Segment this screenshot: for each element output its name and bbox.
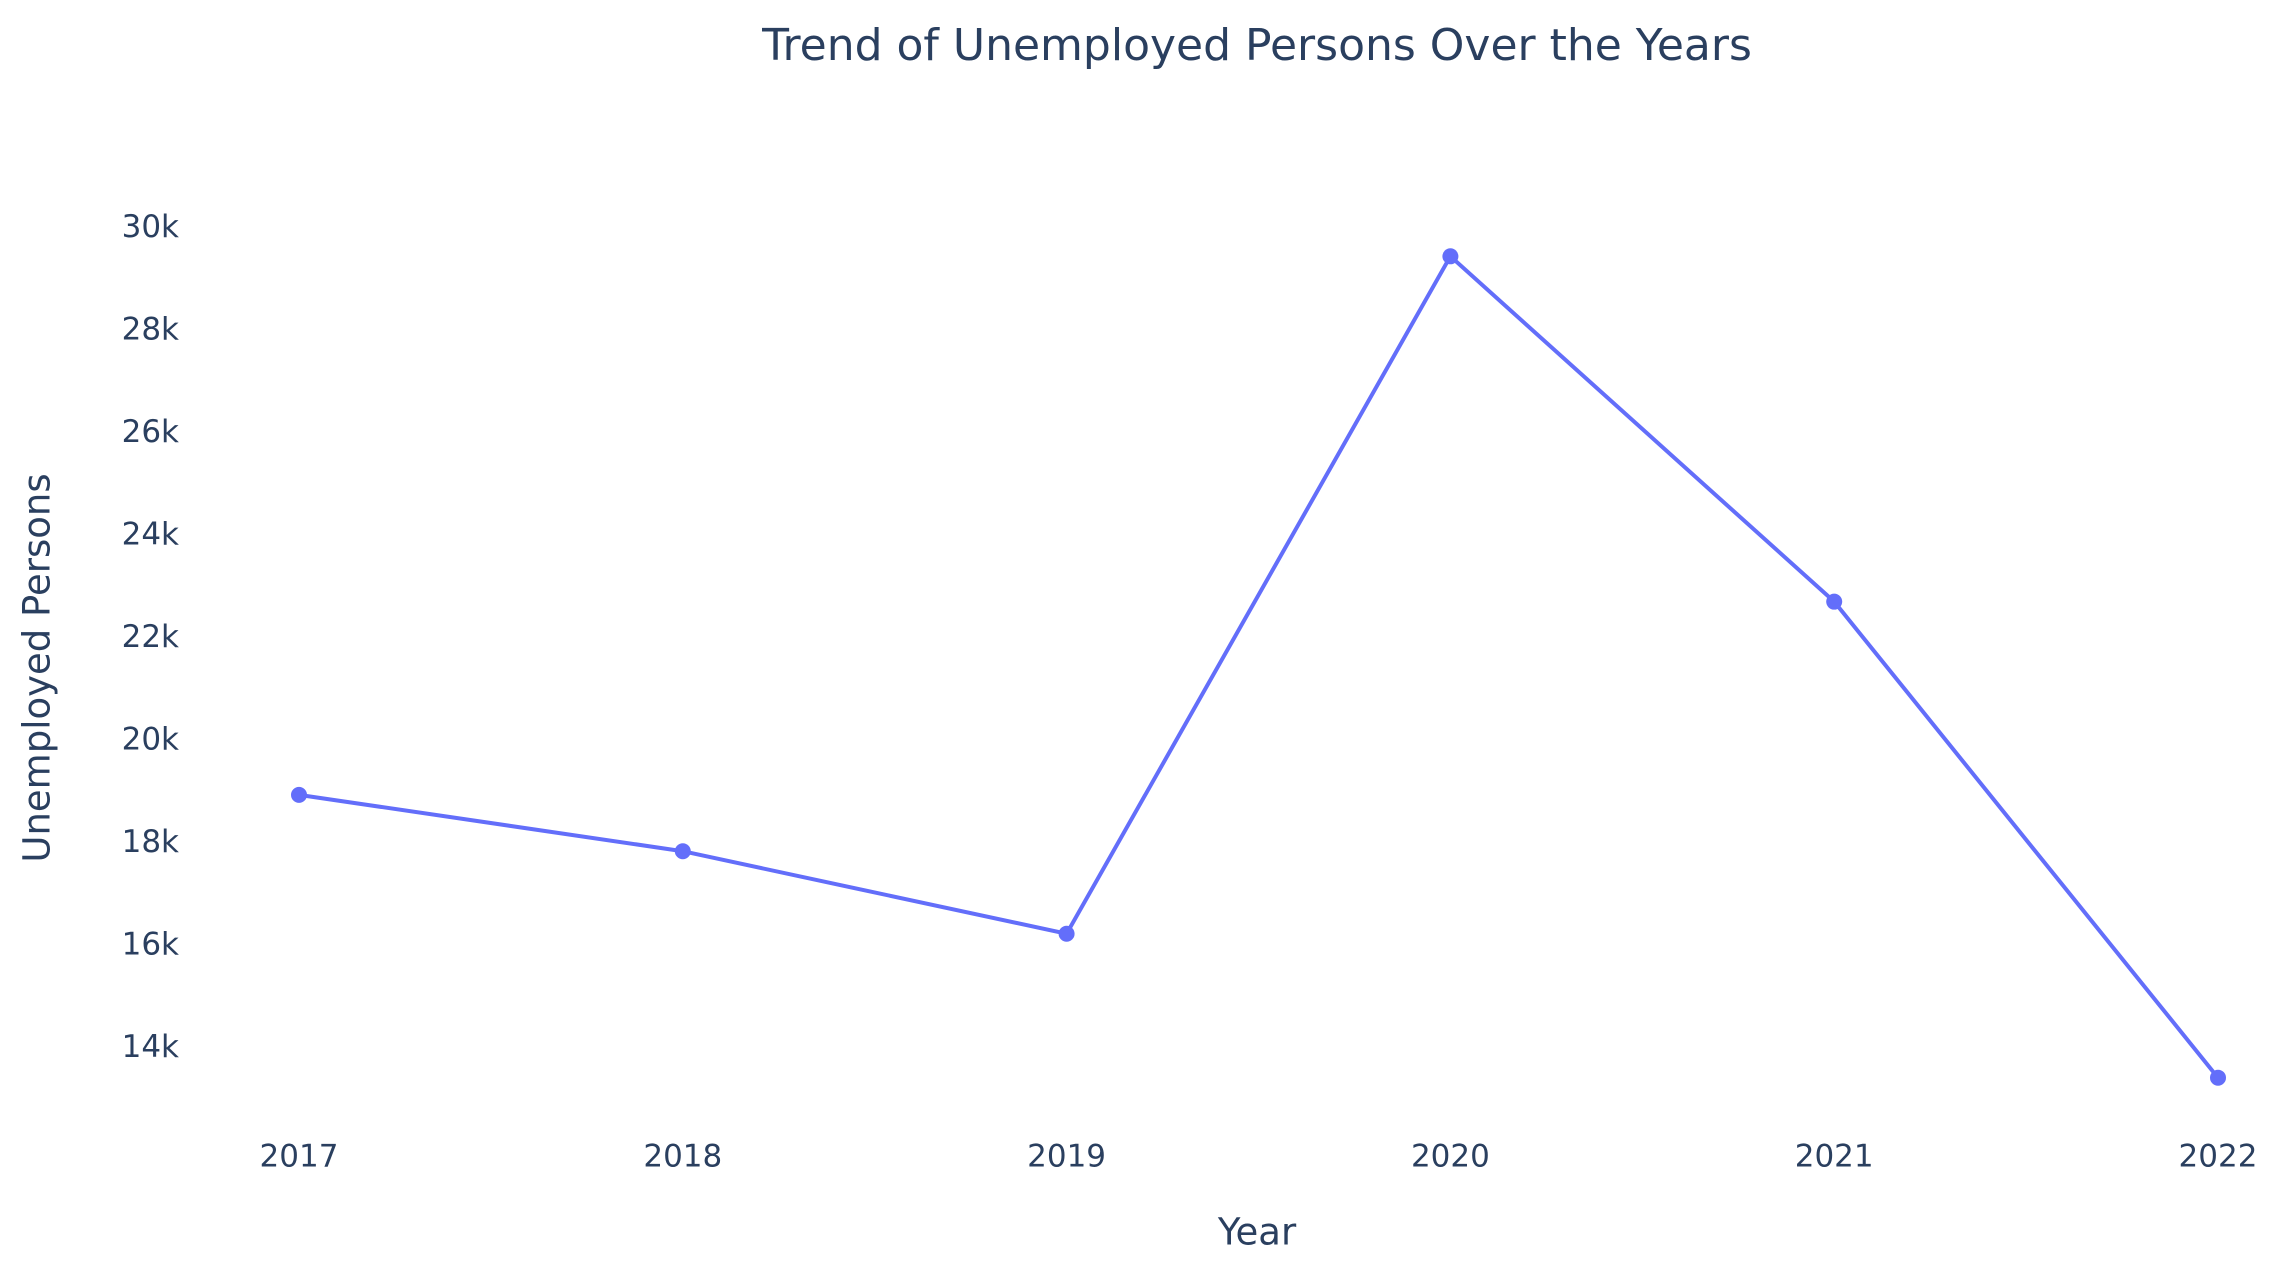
point	[674, 843, 691, 860]
y-axis-title: Unemployed Persons	[16, 473, 59, 862]
point	[1826, 593, 1843, 610]
y-tick-label: 30k	[122, 209, 179, 245]
chart-title: Trend of Unemployed Persons Over the Yea…	[761, 20, 1752, 71]
y-tick-label: 22k	[122, 619, 179, 655]
y-tick-label: 20k	[122, 722, 179, 758]
x-tick-label: 2019	[1027, 1139, 1106, 1175]
x-tick-label: 2021	[1795, 1139, 1874, 1175]
x-tick-label: 2018	[643, 1139, 722, 1175]
y-tick-label: 26k	[122, 414, 179, 450]
point	[291, 786, 307, 803]
point	[2210, 1069, 2226, 1086]
x-tick-label: 2017	[260, 1139, 339, 1175]
y-tick-label: 28k	[122, 312, 179, 348]
x-axis-title: Year	[1217, 1211, 1297, 1254]
y-tick-label: 18k	[122, 824, 179, 860]
point	[1442, 248, 1459, 265]
x-tick-label: 2020	[1411, 1139, 1490, 1175]
y-tick-label: 14k	[122, 1029, 179, 1065]
line	[298, 253, 2220, 1079]
y-tick-label: 24k	[122, 517, 179, 553]
y-tick-label: 16k	[122, 927, 179, 963]
x-tick-label: 2022	[2179, 1139, 2258, 1175]
point	[1058, 925, 1075, 942]
